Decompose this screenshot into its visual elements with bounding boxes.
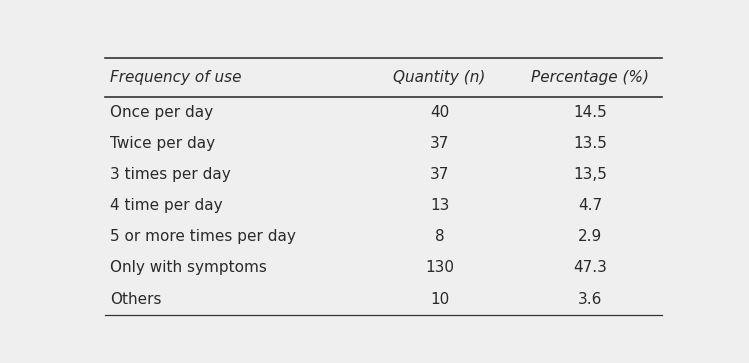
Text: 4 time per day: 4 time per day bbox=[109, 198, 222, 213]
Text: Percentage (%): Percentage (%) bbox=[531, 70, 649, 85]
Text: 8: 8 bbox=[434, 229, 444, 244]
Text: Only with symptoms: Only with symptoms bbox=[109, 261, 267, 276]
Text: Others: Others bbox=[109, 291, 161, 307]
Text: 13,5: 13,5 bbox=[573, 167, 607, 182]
Text: 3.6: 3.6 bbox=[578, 291, 602, 307]
Text: Once per day: Once per day bbox=[109, 105, 213, 120]
Text: 2.9: 2.9 bbox=[578, 229, 602, 244]
Text: 37: 37 bbox=[430, 136, 449, 151]
Text: 14.5: 14.5 bbox=[573, 105, 607, 120]
Text: Quantity (n): Quantity (n) bbox=[393, 70, 486, 85]
Text: 130: 130 bbox=[425, 261, 454, 276]
Text: 3 times per day: 3 times per day bbox=[109, 167, 231, 182]
Text: 13: 13 bbox=[430, 198, 449, 213]
Text: Frequency of use: Frequency of use bbox=[109, 70, 241, 85]
Text: 5 or more times per day: 5 or more times per day bbox=[109, 229, 296, 244]
Text: 37: 37 bbox=[430, 167, 449, 182]
Text: 10: 10 bbox=[430, 291, 449, 307]
Text: Twice per day: Twice per day bbox=[109, 136, 215, 151]
Text: 13.5: 13.5 bbox=[573, 136, 607, 151]
Text: 4.7: 4.7 bbox=[578, 198, 602, 213]
Text: 40: 40 bbox=[430, 105, 449, 120]
Text: 47.3: 47.3 bbox=[573, 261, 607, 276]
